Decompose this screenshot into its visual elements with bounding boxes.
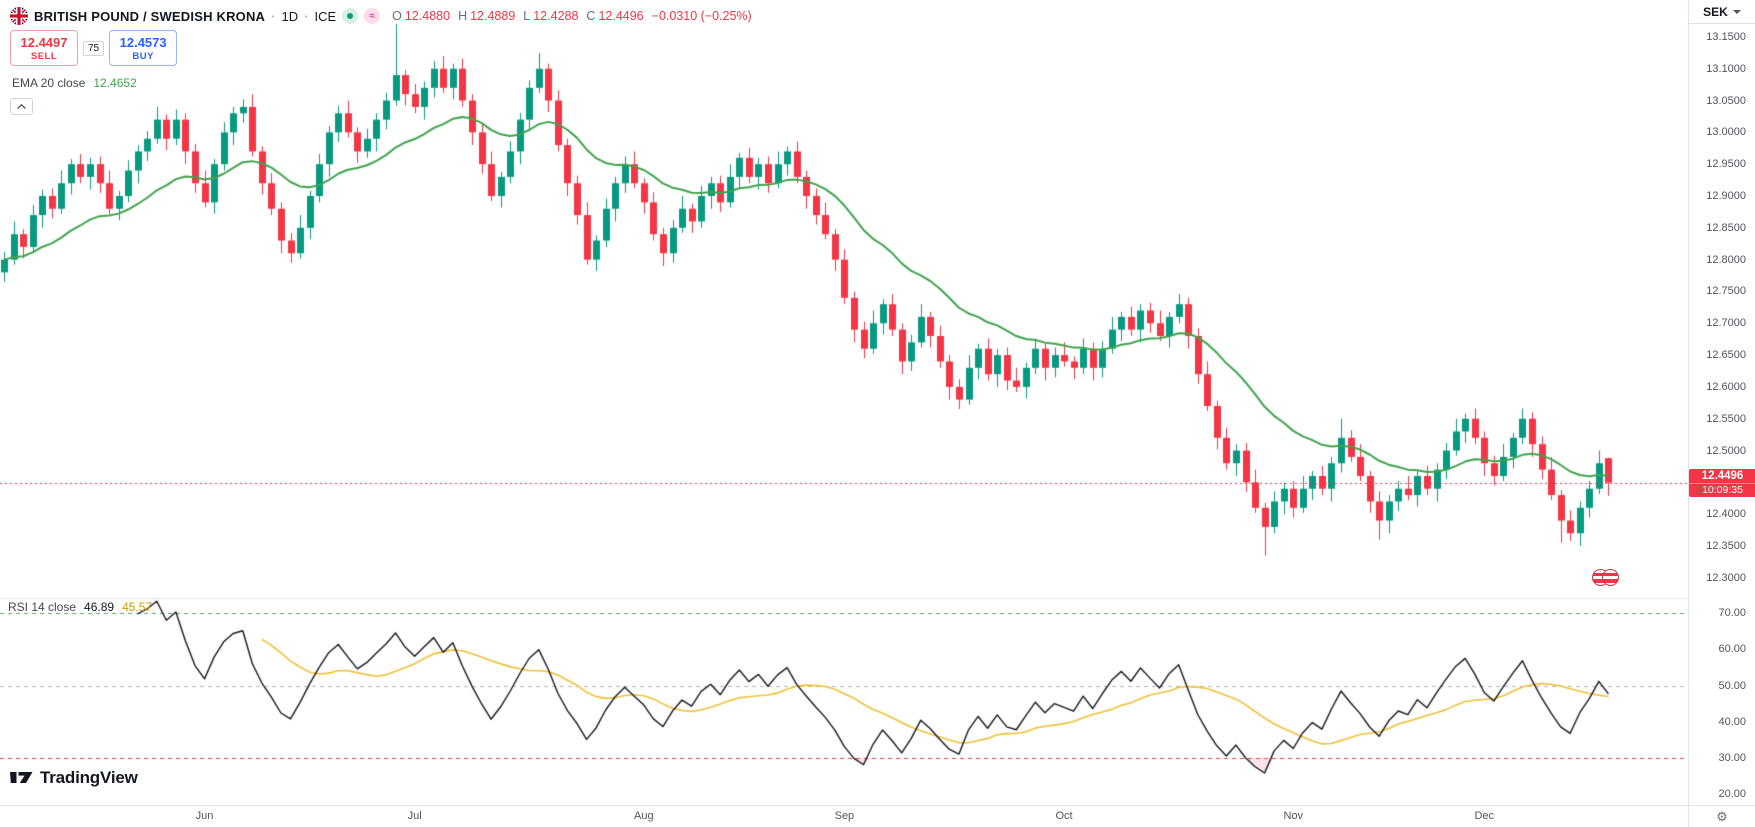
pane-collapse-button[interactable] [10, 98, 33, 115]
ema-legend-name: EMA 20 close [12, 76, 86, 90]
time-axis-label: Jun [195, 810, 214, 822]
sell-price: 12.4497 [20, 34, 68, 50]
chevron-up-icon [17, 104, 26, 109]
symbol-title[interactable]: BRITISH POUND / SWEDISH KRONA [34, 8, 266, 24]
buy-button[interactable]: 12.4573 BUY [109, 30, 178, 66]
open-key: O [392, 9, 402, 23]
change-value: −0.0310 (−0.25%) [651, 9, 752, 23]
price-axis-label: 12.6000 [1706, 380, 1746, 393]
high-key: H [458, 9, 468, 23]
price-axis-label: 13.0000 [1706, 126, 1746, 139]
ohlc-readout: O 12.4880 H 12.4889 L 12.4288 C 12.4496 … [392, 9, 752, 23]
rsi-axis-label: 70.00 [1718, 607, 1746, 620]
close-key: C [586, 9, 596, 23]
settings-gear-icon[interactable]: ⚙ [1716, 808, 1728, 824]
ema-indicator-legend[interactable]: EMA 20 close 12.4652 [12, 76, 137, 90]
interval-label[interactable]: 1D [281, 8, 299, 24]
spread-value: 75 [83, 40, 105, 56]
price-axis-label: 12.5000 [1706, 444, 1746, 457]
rsi-legend-name: RSI 14 close [8, 600, 77, 614]
separator-dot: · [304, 8, 309, 24]
rsi-ma-value: 45.57 [122, 600, 153, 614]
separator-dot: · [271, 8, 276, 24]
price-axis-label: 12.9000 [1706, 190, 1746, 202]
currency-label: SEK [1703, 4, 1728, 19]
price-axis-label: 12.4000 [1706, 508, 1746, 521]
price-axis-label: 12.3000 [1706, 571, 1746, 584]
time-axis-label: Aug [634, 810, 654, 822]
price-axis-label: 12.8500 [1706, 221, 1746, 234]
delayed-data-icon[interactable]: ≈ [364, 8, 381, 24]
time-axis[interactable]: Jun Jul Aug Sep Oct Nov Dec [0, 805, 1689, 827]
symbol-legend: BRITISH POUND / SWEDISH KRONA · 1D · ICE… [10, 7, 752, 25]
price-axis-label: 12.7500 [1706, 285, 1746, 298]
ema-legend-value: 12.4652 [93, 76, 137, 90]
caret-down-icon [1732, 9, 1741, 14]
sell-label: SELL [30, 50, 58, 62]
economic-event-markers[interactable] [1592, 569, 1619, 586]
sell-button[interactable]: 12.4497 SELL [10, 30, 78, 66]
rsi-axis-label: 50.00 [1718, 679, 1746, 692]
order-panel: 12.4497 SELL 75 12.4573 BUY [10, 30, 178, 66]
price-axis-label: 12.5500 [1706, 412, 1746, 425]
close-value: 12.4496 [598, 9, 644, 23]
tradingview-logo-text: TradingView [40, 768, 138, 787]
axis-settings-corner: ⚙ [1688, 805, 1755, 827]
price-axis-label: 12.3500 [1706, 540, 1746, 552]
time-axis-label: Dec [1474, 810, 1495, 822]
open-value: 12.4880 [404, 9, 451, 23]
low-value: 12.4288 [533, 9, 579, 23]
rsi-indicator-legend[interactable]: RSI 14 close 46.89 45.57 [8, 600, 152, 614]
market-status-icon[interactable] [342, 8, 359, 24]
time-axis-label: Nov [1283, 810, 1304, 822]
event-flag-icon [1602, 569, 1619, 586]
rsi-axis-label: 20.00 [1718, 788, 1746, 801]
buy-label: BUY [132, 50, 154, 62]
current-price-value: 12.4496 [1701, 469, 1744, 482]
current-price-tag: 12.4496 10:09:35 [1689, 468, 1755, 497]
rsi-axis-label: 60.00 [1718, 643, 1746, 656]
price-axis-label: 12.9500 [1706, 158, 1746, 171]
price-axis[interactable]: SEK 12.4496 10:09:35 13.1500 13.1000 13.05… [1688, 0, 1755, 805]
currency-dropdown[interactable]: SEK [1689, 0, 1755, 24]
price-axis-label: 12.6500 [1706, 349, 1746, 362]
price-axis-label: 12.8000 [1706, 253, 1746, 266]
exchange-label[interactable]: ICE [314, 8, 337, 24]
rsi-legend-value: 46.89 [84, 600, 115, 614]
low-key: L [523, 9, 531, 23]
time-axis-label: Sep [834, 810, 855, 822]
price-axis-label: 13.1500 [1706, 30, 1746, 43]
price-axis-label: 13.1000 [1706, 62, 1746, 75]
high-value: 12.4889 [470, 9, 516, 23]
rsi-axis-label: 30.00 [1718, 751, 1746, 764]
bar-countdown: 10:09:35 [1689, 482, 1755, 497]
time-axis-label: Jul [407, 810, 422, 822]
gbp-flag-icon [10, 7, 28, 25]
buy-price: 12.4573 [119, 34, 167, 50]
price-axis-label: 13.0500 [1706, 94, 1746, 107]
tradingview-logo-icon [10, 768, 33, 788]
rsi-axis-label: 40.00 [1718, 715, 1746, 728]
price-axis-label: 12.7000 [1706, 317, 1746, 330]
chart-canvas[interactable] [0, 0, 1688, 805]
time-axis-label: Oct [1055, 810, 1073, 822]
tradingview-logo[interactable]: TradingView [10, 768, 138, 788]
